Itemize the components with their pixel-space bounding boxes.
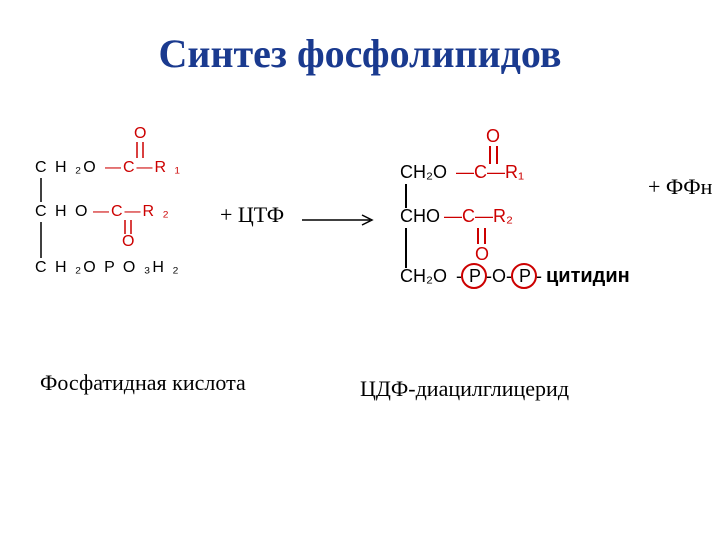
right-structure: O CH₂O —C—R₁ CHO —C—R₂ O CH₂O - P -O- P … (390, 120, 640, 310)
l2-black: C H O (35, 203, 89, 220)
left-structure: O C H ₂O —C—R ₁ C H O —C—R ₂ O C H ₂O P … (35, 120, 225, 300)
p2: P (519, 266, 531, 286)
l3-black: C H ₂O P O ₃H ₂ (35, 259, 181, 276)
reaction-arrow (300, 212, 380, 228)
o-link: -O- (486, 266, 512, 286)
svg-text:-: - (536, 266, 542, 286)
o-top-r: O (486, 126, 500, 146)
l1-red: —C—R ₁ (105, 159, 182, 176)
plus-ppn-label: + ФФн (648, 174, 712, 200)
r2-red: —C—R₂ (444, 206, 513, 226)
o-mid: O (122, 233, 134, 250)
cytidine: цитидин (546, 265, 630, 287)
plus-ctp-label: + ЦТФ (220, 202, 284, 228)
page-title: Синтез фосфолипидов (0, 30, 720, 77)
r2-black: CHO (400, 206, 440, 226)
r1-black: CH₂O (400, 162, 447, 182)
o-mid-r: O (475, 244, 489, 264)
l2-red: —C—R ₂ (93, 203, 171, 220)
r3-black: CH₂O (400, 266, 447, 286)
right-caption: ЦДФ-диацилглицерид (360, 376, 569, 402)
left-caption: Фосфатидная кислота (40, 370, 246, 396)
l1-black: C H ₂O (35, 159, 98, 176)
p1: P (469, 266, 481, 286)
right-structure-box: O CH₂O —C—R₁ CHO —C—R₂ O CH₂O - P -O- P … (390, 120, 640, 310)
o-top: O (134, 125, 146, 142)
r1-red: —C—R₁ (456, 162, 524, 182)
